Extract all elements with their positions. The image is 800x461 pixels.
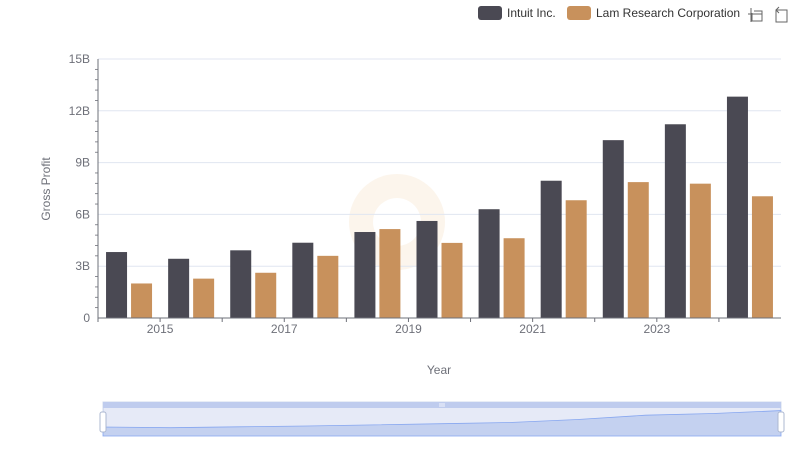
bar-intuit-2015[interactable] xyxy=(168,258,190,318)
legend-swatch-intuit[interactable] xyxy=(478,6,502,20)
bar-intuit-2023[interactable] xyxy=(664,124,686,318)
y-tick-label: 0 xyxy=(83,311,90,325)
bar-intuit-2020[interactable] xyxy=(478,209,500,318)
y-tick-label: 9B xyxy=(75,156,90,170)
y-tick-label: 3B xyxy=(75,259,90,273)
y-tick-label: 15B xyxy=(69,52,90,66)
bar-intuit-2022[interactable] xyxy=(602,140,624,318)
bar-intuit-2014[interactable] xyxy=(106,252,128,318)
x-tick-label: 2017 xyxy=(271,322,298,336)
data-zoom-handle-left[interactable] xyxy=(99,411,107,433)
legend[interactable]: Intuit Inc. Lam Research Corporation xyxy=(478,6,740,20)
data-zoom-shadow xyxy=(102,410,782,437)
bar-intuit-2021[interactable] xyxy=(540,180,562,318)
bar-lam-2019[interactable] xyxy=(441,242,463,318)
y-axis-title: Gross Profit xyxy=(39,157,53,221)
bar-lam-2022[interactable] xyxy=(627,182,649,318)
bar-intuit-2024[interactable] xyxy=(726,96,748,319)
x-axis-title: Year xyxy=(427,363,451,377)
bar-lam-2014[interactable] xyxy=(131,283,153,318)
bar-intuit-2017[interactable] xyxy=(292,242,314,318)
bar-lam-2023[interactable] xyxy=(689,183,711,318)
data-zoom-handle-right[interactable] xyxy=(777,411,785,433)
zoom-select-icon[interactable] xyxy=(748,8,763,22)
bar-lam-2018[interactable] xyxy=(379,229,401,318)
zoom-reset-icon[interactable] xyxy=(775,6,788,23)
x-tick-label: 2015 xyxy=(147,322,174,336)
bar-intuit-2019[interactable] xyxy=(416,220,438,318)
bar-lam-2024[interactable] xyxy=(751,196,773,318)
bar-intuit-2016[interactable] xyxy=(230,250,252,318)
bar-intuit-2018[interactable] xyxy=(354,232,376,318)
x-tick-label: 2019 xyxy=(395,322,422,336)
bar-lam-2020[interactable] xyxy=(503,238,525,318)
legend-swatch-lam[interactable] xyxy=(567,6,591,20)
bar-lam-2015[interactable] xyxy=(193,278,215,318)
data-zoom-grip-icon[interactable] xyxy=(439,403,445,407)
data-zoom-slider[interactable] xyxy=(99,401,785,437)
y-tick-label: 6B xyxy=(75,207,90,221)
y-tick-label: 12B xyxy=(69,104,90,118)
legend-label-lam[interactable]: Lam Research Corporation xyxy=(596,6,740,20)
x-tick-label: 2023 xyxy=(643,322,670,336)
bar-lam-2016[interactable] xyxy=(255,272,277,318)
bar-lam-2017[interactable] xyxy=(317,255,339,318)
bar-lam-2021[interactable] xyxy=(565,200,587,318)
legend-label-intuit[interactable]: Intuit Inc. xyxy=(507,6,556,20)
x-tick-label: 2021 xyxy=(519,322,546,336)
